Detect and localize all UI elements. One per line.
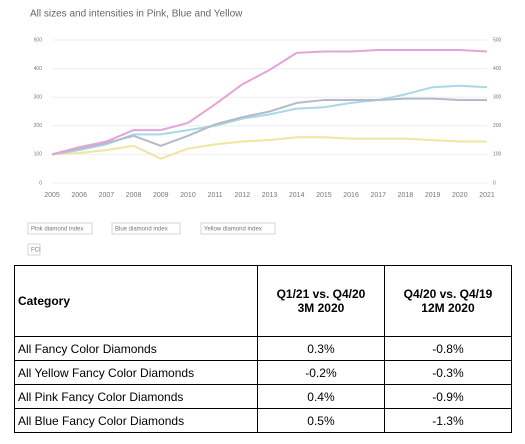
- table-cell: -0.3%: [383, 360, 513, 385]
- x-tick-label: 2019: [425, 192, 441, 199]
- table-row: All Yellow Fancy Color Diamonds -0.2% -0.3…: [14, 360, 513, 385]
- table-cell: -0.8%: [383, 336, 513, 361]
- x-tick-label: 2018: [398, 192, 414, 199]
- x-tick-label: 2017: [370, 192, 386, 199]
- y-tick-label: 400: [34, 66, 43, 72]
- x-tick-label: 2013: [262, 192, 278, 199]
- header-text: Q4/20 vs. Q4/19: [403, 287, 493, 301]
- x-tick-label: 2005: [44, 192, 60, 199]
- legend-label: FCI: [31, 248, 41, 254]
- series-line: [51, 49, 488, 156]
- x-tick-label: 2015: [316, 192, 332, 199]
- table-row: All Fancy Color Diamonds 0.3% -0.8%: [14, 336, 513, 361]
- header-text: 3M 2020: [297, 301, 345, 315]
- legend-box: [111, 222, 181, 235]
- legend-label: Pink diamond index: [31, 227, 83, 233]
- y-tick-label: 0: [39, 180, 42, 186]
- table-cell: -0.9%: [383, 384, 513, 409]
- y-tick-label-right: 300: [493, 95, 502, 101]
- header-text: Q1/21 vs. Q4/20: [276, 287, 366, 301]
- legend-box: [200, 222, 276, 235]
- x-tick-label: 2014: [289, 192, 305, 199]
- y-tick-label-right: 100: [493, 152, 502, 158]
- x-tick-label: 2008: [126, 192, 142, 199]
- y-tick-label: 500: [34, 37, 43, 43]
- legend-box: [27, 243, 41, 256]
- y-tick-label: 300: [34, 95, 43, 101]
- header-text: Category: [18, 294, 71, 308]
- y-tick-label-right: 0: [493, 180, 496, 186]
- x-tick-label: 2007: [99, 192, 115, 199]
- header-row: Category Q1/21 vs. Q4/20 3M 2020 Q4/20 vs. …: [14, 265, 513, 337]
- y-tick-label-right: 400: [493, 66, 502, 72]
- series-line: [51, 97, 487, 156]
- y-tick-label-right: 500: [493, 37, 502, 43]
- legend-label: Blue diamond index: [115, 227, 168, 233]
- x-tick-label: 2006: [71, 192, 87, 199]
- legend-box: [27, 222, 93, 235]
- table-cell: 0.4%: [256, 384, 385, 409]
- table-cell: All Yellow Fancy Color Diamonds: [14, 360, 258, 385]
- x-tick-label: 2021: [479, 192, 495, 199]
- x-tick-label: 2010: [180, 192, 196, 199]
- chart: All sizes and intensities in Pink, Blue …: [27, 9, 502, 256]
- table-row: All Blue Fancy Color Diamonds 0.5% -1.3%: [14, 408, 513, 433]
- y-tick-label-right: 200: [493, 123, 502, 129]
- chart-title: All sizes and intensities in Pink, Blue …: [30, 9, 243, 20]
- x-tick-label: 2012: [235, 192, 251, 199]
- table-cell: 0.5%: [256, 408, 385, 433]
- x-tick-label: 2020: [452, 192, 468, 199]
- table-row: All Pink Fancy Color Diamonds 0.4% -0.9%: [14, 384, 513, 409]
- header-cell: Q4/20 vs. Q4/19 12M 2020: [383, 265, 513, 337]
- series-line: [51, 84, 488, 156]
- y-tick-label: 100: [34, 152, 43, 158]
- x-tick-label: 2016: [343, 192, 359, 199]
- x-tick-label: 2009: [153, 192, 169, 199]
- table-cell: All Pink Fancy Color Diamonds: [14, 384, 258, 409]
- table-cell: All Fancy Color Diamonds: [14, 336, 258, 361]
- legend-label: Yellow diamond index: [204, 227, 262, 233]
- header-cell: Category: [14, 265, 258, 337]
- x-tick-label: 2011: [208, 192, 223, 199]
- series-line: [51, 136, 487, 160]
- table-cell: -0.2%: [256, 360, 385, 385]
- header-text: 12M 2020: [421, 301, 475, 315]
- table-cell: -1.3%: [383, 408, 513, 433]
- table: Category Q1/21 vs. Q4/20 3M 2020 Q4/20 vs. …: [14, 265, 513, 433]
- table-cell: 0.3%: [256, 336, 385, 361]
- table-cell: All Blue Fancy Color Diamonds: [14, 408, 258, 433]
- header-cell: Q1/21 vs. Q4/20 3M 2020: [256, 265, 385, 337]
- y-tick-label: 200: [34, 123, 43, 129]
